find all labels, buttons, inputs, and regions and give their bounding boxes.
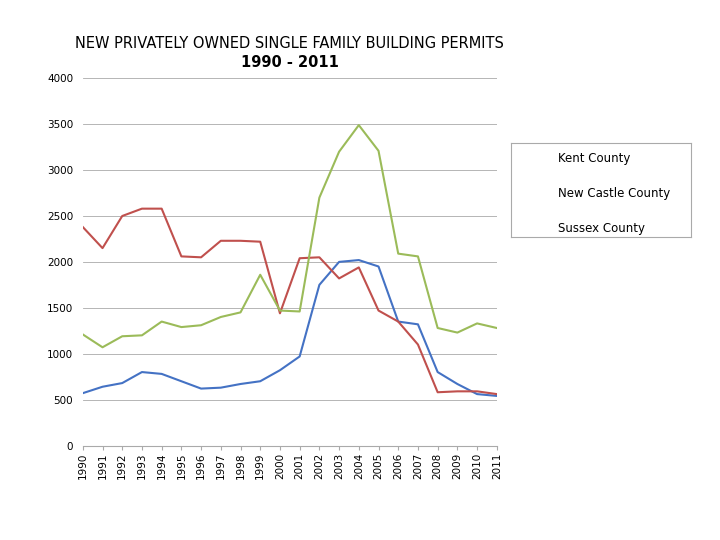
- New Castle County: [374, 307, 383, 314]
- New Castle County: [433, 389, 442, 395]
- Kent County: [453, 381, 462, 387]
- New Castle County: [276, 310, 284, 316]
- Sussex County: [98, 344, 107, 350]
- Sussex County: [315, 194, 324, 201]
- Sussex County: [158, 318, 166, 325]
- Kent County: [138, 369, 146, 375]
- Kent County: [217, 384, 225, 391]
- Sussex County: [276, 307, 284, 314]
- New Castle County: [236, 238, 245, 244]
- New Castle County: [138, 205, 146, 212]
- Sussex County: [453, 329, 462, 336]
- New Castle County: [473, 388, 482, 395]
- Sussex County: [217, 314, 225, 320]
- Sussex County: [433, 325, 442, 331]
- Sussex County: [413, 253, 422, 260]
- New Castle County: [217, 238, 225, 244]
- Text: New Castle County: New Castle County: [558, 187, 670, 200]
- Sussex County: [197, 322, 205, 328]
- New Castle County: [256, 239, 264, 245]
- Kent County: [473, 391, 482, 397]
- Text: Sussex County: Sussex County: [558, 222, 645, 235]
- New Castle County: [177, 253, 186, 260]
- New Castle County: [98, 245, 107, 252]
- Kent County: [98, 383, 107, 390]
- Kent County: [315, 282, 324, 288]
- Sussex County: [138, 332, 146, 339]
- Sussex County: [256, 272, 264, 278]
- Sussex County: [118, 333, 127, 340]
- Sussex County: [236, 309, 245, 315]
- Sussex County: [374, 147, 383, 154]
- Sussex County: [492, 325, 501, 331]
- New Castle County: [394, 318, 402, 325]
- New Castle County: [315, 254, 324, 261]
- New Castle County: [335, 275, 343, 282]
- Text: NEW PRIVATELY OWNED SINGLE FAMILY BUILDING PERMITS: NEW PRIVATELY OWNED SINGLE FAMILY BUILDI…: [76, 36, 504, 51]
- Kent County: [256, 378, 264, 384]
- Sussex County: [78, 331, 87, 338]
- Kent County: [354, 257, 363, 264]
- Sussex County: [177, 324, 186, 330]
- Kent County: [394, 318, 402, 325]
- New Castle County: [78, 224, 87, 230]
- New Castle County: [197, 254, 205, 261]
- Kent County: [158, 370, 166, 377]
- New Castle County: [453, 388, 462, 395]
- Kent County: [118, 380, 127, 386]
- New Castle County: [158, 205, 166, 212]
- New Castle County: [118, 213, 127, 219]
- New Castle County: [492, 391, 501, 397]
- Kent County: [335, 259, 343, 265]
- Kent County: [374, 264, 383, 270]
- Kent County: [295, 353, 304, 360]
- New Castle County: [413, 341, 422, 348]
- Kent County: [276, 367, 284, 374]
- New Castle County: [354, 264, 363, 271]
- Kent County: [197, 386, 205, 392]
- Kent County: [413, 321, 422, 328]
- Sussex County: [473, 320, 482, 327]
- Kent County: [177, 378, 186, 384]
- Text: Kent County: Kent County: [558, 152, 631, 165]
- Text: 1990 - 2011: 1990 - 2011: [241, 55, 338, 70]
- Line: Sussex County: Sussex County: [83, 125, 497, 347]
- Line: Kent County: Kent County: [83, 260, 497, 396]
- Sussex County: [295, 308, 304, 315]
- Sussex County: [335, 148, 343, 155]
- Sussex County: [394, 251, 402, 257]
- Sussex County: [354, 122, 363, 129]
- Kent County: [492, 393, 501, 399]
- Line: New Castle County: New Castle County: [83, 208, 497, 394]
- Kent County: [236, 381, 245, 387]
- Kent County: [433, 369, 442, 375]
- Kent County: [78, 390, 87, 396]
- New Castle County: [295, 255, 304, 261]
